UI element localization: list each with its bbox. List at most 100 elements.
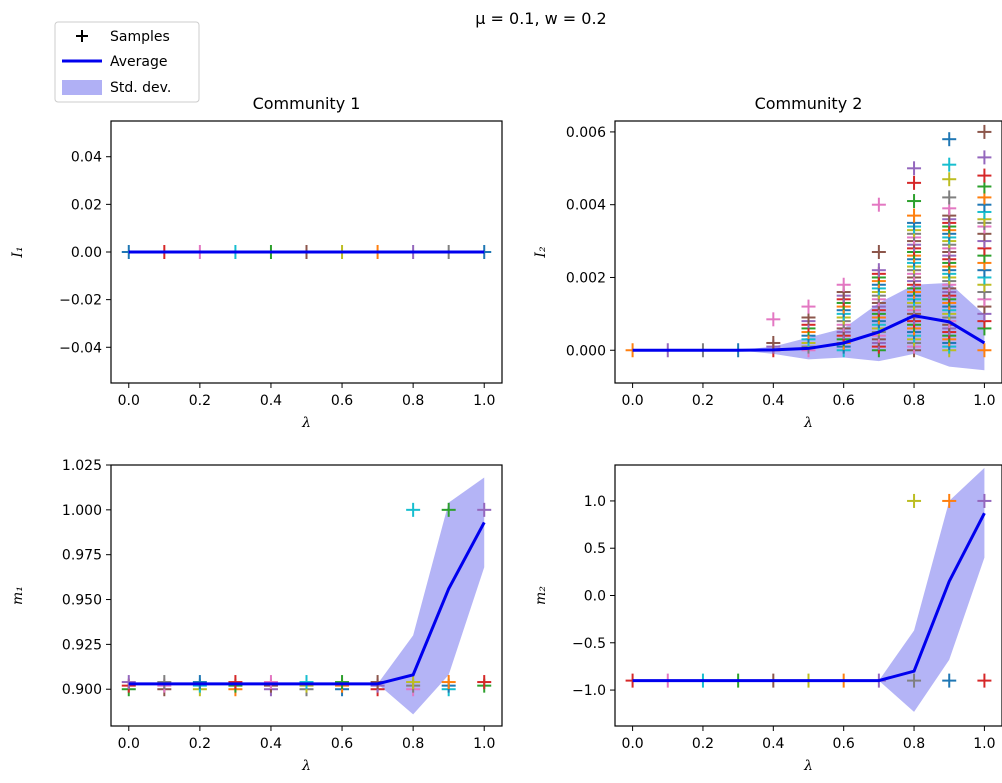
y-axis-label: m₁ xyxy=(10,586,26,605)
x-tick-label: 0.8 xyxy=(402,393,424,409)
sample-marker xyxy=(477,675,492,690)
x-axis-label: λ xyxy=(301,758,311,774)
y-tick-label: 1.0 xyxy=(584,494,606,510)
average-line xyxy=(632,314,986,352)
sample-marker xyxy=(907,673,922,688)
y-tick-label: 0.004 xyxy=(566,198,606,214)
subplot-4: 0.0 0.2 0.4 0.6 0.8 1.0 −1.0 −0.5 0.0 0.5 1.0 λ m₂ xyxy=(533,464,1002,774)
sample-marker xyxy=(907,161,922,176)
sample-marker xyxy=(907,194,922,209)
y-tick-label: 0.950 xyxy=(62,593,102,609)
subplots: 0.0 0.2 0.4 0.6 0.8 1.0 −0.04 −0.02 0.00 0.02 0.04… xyxy=(10,94,1002,774)
sample-marker xyxy=(977,150,992,165)
sample-marker xyxy=(441,502,456,517)
sample-marker xyxy=(406,675,421,690)
x-tick-label: 0.6 xyxy=(331,393,353,409)
sample-marker xyxy=(299,675,314,690)
sample-marker xyxy=(871,263,886,278)
x-tick-label: 0.6 xyxy=(833,393,855,409)
average-line xyxy=(128,521,486,686)
sample-marker xyxy=(907,208,922,223)
sample-marker xyxy=(942,132,957,147)
y-tick-label: 0.00 xyxy=(71,245,102,261)
legend-samples-label: Samples xyxy=(110,29,170,45)
y-tick-label: 0.02 xyxy=(71,197,102,213)
y-tick-label: −0.02 xyxy=(59,293,102,309)
sample-marker xyxy=(977,168,992,183)
y-tick-label: 1.025 xyxy=(62,458,102,474)
sample-marker xyxy=(801,299,816,314)
sample-marker xyxy=(766,312,781,327)
x-tick-label: 0.6 xyxy=(833,736,855,752)
figure-suptitle: μ = 0.1, w = 0.2 xyxy=(475,9,606,28)
legend-std-patch xyxy=(62,80,102,95)
plot-area xyxy=(121,477,492,715)
y-tick-label: 0.5 xyxy=(584,541,606,557)
y-tick-label: 0.006 xyxy=(566,125,606,141)
subplot-title: Community 1 xyxy=(253,94,361,113)
y-tick-label: 1.000 xyxy=(62,503,102,519)
sample-marker xyxy=(942,172,957,187)
x-tick-label: 0.0 xyxy=(621,393,643,409)
x-tick-label: 0.0 xyxy=(621,736,643,752)
x-tick-label: 0.4 xyxy=(762,393,784,409)
plot-area xyxy=(625,124,992,371)
x-axis-label: λ xyxy=(301,415,311,431)
y-tick-label: 0.975 xyxy=(62,548,102,564)
x-tick-label: 0.4 xyxy=(762,736,784,752)
axes-frame xyxy=(614,120,1002,384)
sample-marker xyxy=(871,197,886,212)
sample-marker xyxy=(942,493,957,508)
x-tick-label: 0.8 xyxy=(903,736,925,752)
y-tick-label: 0.925 xyxy=(62,637,102,653)
y-tick-label: 0.0 xyxy=(584,589,606,605)
y-axis-label: m₂ xyxy=(533,586,549,605)
x-tick-label: 1.0 xyxy=(973,736,995,752)
subplot-3: 0.0 0.2 0.4 0.6 0.8 1.0 0.900 0.925 0.950 0.975 1.… xyxy=(10,458,503,774)
sample-marker xyxy=(977,673,992,688)
sample-marker xyxy=(907,175,922,190)
average-line xyxy=(632,512,986,683)
sample-marker xyxy=(942,673,957,688)
x-tick-label: 0.8 xyxy=(903,393,925,409)
std-band xyxy=(632,282,985,371)
y-tick-label: 0.900 xyxy=(62,682,102,698)
y-tick-label: −1.0 xyxy=(572,683,606,699)
x-tick-label: 0.0 xyxy=(118,736,140,752)
x-tick-label: 0.0 xyxy=(118,393,140,409)
y-axis-label: I₁ xyxy=(10,246,26,258)
sample-marker xyxy=(871,245,886,259)
x-tick-label: 0.2 xyxy=(692,393,714,409)
sample-marker xyxy=(406,502,421,517)
legend-average-label: Average xyxy=(110,54,168,70)
y-tick-label: 0.04 xyxy=(71,150,102,166)
sample-marker xyxy=(477,502,492,517)
x-tick-label: 0.4 xyxy=(260,393,282,409)
plot-area xyxy=(121,245,492,259)
sample-marker xyxy=(441,675,456,690)
x-tick-label: 0.6 xyxy=(331,736,353,752)
sample-marker xyxy=(942,157,957,172)
y-tick-label: −0.04 xyxy=(59,340,102,356)
plot-area xyxy=(625,467,992,712)
x-tick-label: 0.2 xyxy=(692,736,714,752)
sample-marker xyxy=(977,124,992,139)
axes-frame xyxy=(110,464,503,727)
y-tick-label: 0.002 xyxy=(566,270,606,286)
legend-samples-marker xyxy=(76,30,88,42)
sample-marker xyxy=(157,675,172,690)
x-tick-label: 1.0 xyxy=(973,393,995,409)
sample-marker xyxy=(766,335,781,350)
sample-marker xyxy=(977,343,992,358)
sample-marker xyxy=(228,675,243,690)
x-tick-label: 0.8 xyxy=(402,736,424,752)
sample-marker xyxy=(977,493,992,508)
subplot-title: Community 2 xyxy=(755,94,863,113)
x-tick-label: 1.0 xyxy=(473,736,495,752)
x-axis-label: λ xyxy=(803,758,813,774)
sample-marker xyxy=(836,277,851,292)
sample-marker xyxy=(263,675,278,690)
sample-marker xyxy=(907,493,922,508)
sample-marker xyxy=(192,675,207,690)
